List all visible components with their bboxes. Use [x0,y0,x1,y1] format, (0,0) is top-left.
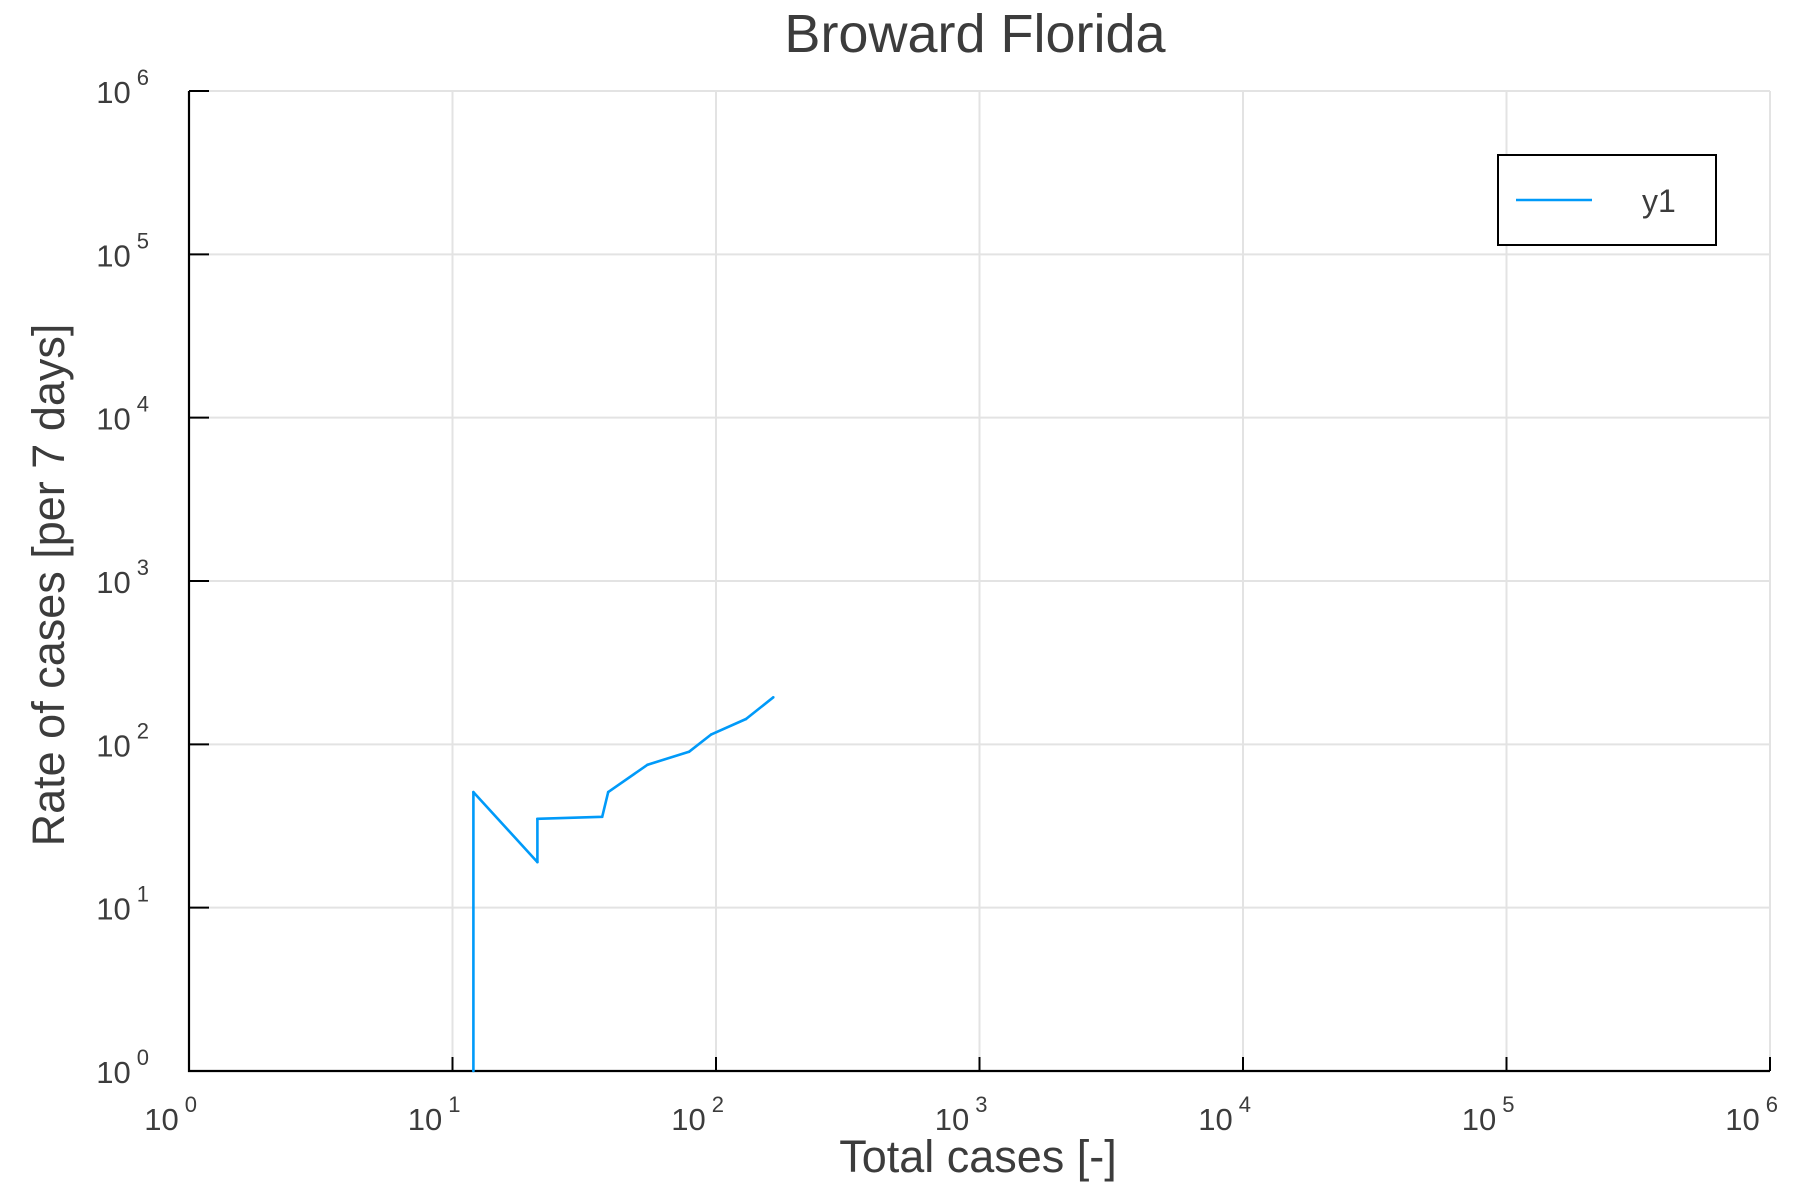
legend-label-y1: y1 [1642,183,1676,219]
data-point [772,696,775,699]
x-tick-label: 10 2 [671,1092,724,1137]
x-axis-ticks [188,1057,1771,1071]
data-point [744,717,748,721]
legend: y1 [1497,154,1717,246]
series-layer [472,696,775,1073]
x-axis-label: Total cases [-] [839,1131,1117,1182]
data-point [600,815,604,819]
data-point [606,790,610,794]
chart-title: Broward Florida [784,4,1166,64]
data-point [472,790,475,794]
data-point [687,750,691,754]
y-axis-label: Rate of cases [per 7 days] [23,324,74,847]
data-point [646,763,649,766]
y-axis-ticks [189,90,209,1072]
data-point [536,860,539,864]
data-point [536,817,539,821]
data-point [472,1069,475,1073]
data-point [710,733,713,736]
